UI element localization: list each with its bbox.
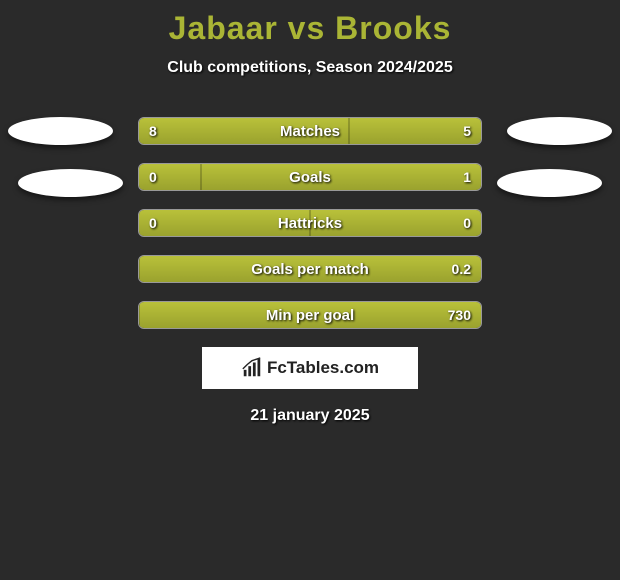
vs-label: vs bbox=[288, 10, 326, 46]
date-label: 21 january 2025 bbox=[0, 407, 620, 425]
bar-right-fill bbox=[349, 118, 481, 144]
chart-row: 8Matches5 bbox=[138, 117, 482, 145]
bar-left-fill bbox=[139, 118, 349, 144]
player2-badge-placeholder bbox=[507, 117, 612, 145]
bar-left-fill bbox=[139, 164, 201, 190]
chart-rows: 8Matches5 0Goals1 0Hattricks0 Goals per mat… bbox=[138, 117, 482, 329]
page-title: Jabaar vs Brooks bbox=[0, 0, 620, 47]
player1-flag-placeholder bbox=[18, 169, 123, 197]
player2-flag-placeholder bbox=[497, 169, 602, 197]
player1-name: Jabaar bbox=[169, 10, 278, 46]
comparison-chart: 8Matches5 0Goals1 0Hattricks0 Goals per mat… bbox=[0, 117, 620, 329]
bar-left-fill bbox=[139, 210, 310, 236]
chart-row: Goals per match0.2 bbox=[138, 255, 482, 283]
subtitle: Club competitions, Season 2024/2025 bbox=[0, 59, 620, 77]
chart-icon bbox=[241, 357, 263, 379]
chart-row: Min per goal730 bbox=[138, 301, 482, 329]
brand-box[interactable]: FcTables.com bbox=[202, 347, 418, 389]
player2-name: Brooks bbox=[335, 10, 451, 46]
bar-right-fill bbox=[310, 210, 481, 236]
chart-row: 0Goals1 bbox=[138, 163, 482, 191]
bar-right-fill bbox=[201, 164, 481, 190]
player1-badge-placeholder bbox=[8, 117, 113, 145]
brand-text: FcTables.com bbox=[267, 358, 379, 378]
chart-row: 0Hattricks0 bbox=[138, 209, 482, 237]
bar-right-fill bbox=[139, 302, 481, 328]
bar-right-fill bbox=[139, 256, 481, 282]
